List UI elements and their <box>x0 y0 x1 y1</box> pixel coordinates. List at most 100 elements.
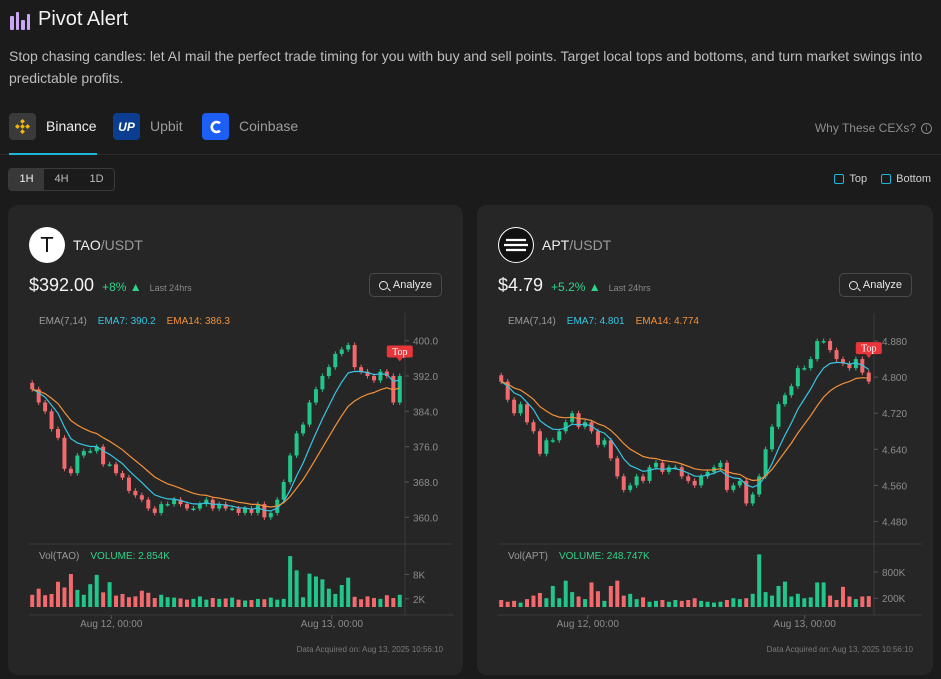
coin-card-tao: T TAO/USDT $392.00 +8% ▲ Last 24hrs Anal… <box>8 205 463 675</box>
volume-bar <box>653 600 658 607</box>
volume-bar <box>178 598 183 607</box>
volume-bar <box>378 598 383 607</box>
candle-body <box>294 433 299 456</box>
volume-bar <box>853 599 858 607</box>
ema7-value: EMA7: 4.801 <box>566 316 625 327</box>
top-checkbox[interactable] <box>834 174 845 184</box>
filter-top[interactable]: Top <box>834 173 867 185</box>
volume-bar <box>223 598 228 607</box>
candle-body <box>384 371 389 376</box>
volume-legend: Vol(APT) VOLUME: 248.747K <box>508 551 650 562</box>
volume-tick-label: 2K <box>413 595 426 606</box>
candle-body <box>544 440 549 454</box>
candle-body <box>692 480 697 486</box>
top-marker[interactable] <box>855 342 882 355</box>
apt-logo-icon <box>498 227 534 263</box>
volume-bar <box>860 596 865 607</box>
candle-body <box>699 476 704 486</box>
candle-body <box>94 446 99 452</box>
time-tick-label: Aug 13, 00:00 <box>301 619 364 630</box>
volume-bar <box>815 582 820 607</box>
volume-bar <box>359 599 364 607</box>
volume-bar <box>828 595 833 607</box>
data-acquired-label: Data Acquired on: Aug 13, 2025 10:56:10 <box>766 645 913 654</box>
candle-body <box>628 485 633 490</box>
candle-body <box>30 382 35 390</box>
candle-body <box>152 508 157 513</box>
volume-bar <box>281 598 286 607</box>
bottom-checkbox[interactable] <box>881 174 892 184</box>
timeframe-1d[interactable]: 1D <box>89 173 104 185</box>
top-marker[interactable] <box>386 345 413 358</box>
candle-body <box>165 504 170 506</box>
volume-bar <box>133 596 138 607</box>
timeframe-4h[interactable]: 4H <box>54 173 69 185</box>
candle-body <box>236 508 241 513</box>
volume-bar <box>705 601 710 607</box>
candle-body <box>821 341 826 343</box>
tab-binance[interactable]: Binance <box>9 113 97 155</box>
why-these-cexs-link[interactable]: Why These CEXs? i <box>815 121 932 135</box>
candle-body <box>339 349 344 354</box>
volume-bar <box>518 602 523 607</box>
candle-body <box>737 480 742 486</box>
volume-bar <box>313 576 318 607</box>
volume-bar <box>589 582 594 607</box>
candle-body <box>815 341 820 360</box>
candle-body <box>589 422 594 432</box>
volume-bar <box>339 585 344 607</box>
filter-top-label: Top <box>849 173 868 185</box>
coin-price: $392.00 <box>29 275 95 295</box>
volume-bar <box>391 598 396 607</box>
timeframe-selector: 1H 4H 1D <box>8 168 115 191</box>
top-marker-label: Top <box>392 347 407 358</box>
analyze-button[interactable]: Analyze <box>838 273 912 297</box>
candle-body <box>313 389 318 403</box>
price-tick-label: 4.640 <box>882 445 907 456</box>
price-change: +5.2% ▲ <box>551 280 601 294</box>
volume-bar <box>512 600 517 607</box>
volume-bar <box>236 599 241 607</box>
candle-body <box>365 371 370 376</box>
candle-body <box>378 371 383 381</box>
candle-body <box>537 431 542 454</box>
tab-upbit[interactable]: UP Upbit <box>113 113 183 155</box>
search-icon <box>848 280 858 290</box>
candle-body <box>178 499 183 505</box>
candle-body <box>120 473 125 478</box>
timeframe-1h[interactable]: 1H <box>9 169 44 190</box>
candle-body <box>602 440 607 445</box>
candle-body <box>840 359 845 364</box>
volume-bar <box>821 582 826 607</box>
tab-coinbase[interactable]: Coinbase <box>202 113 298 155</box>
volume-bar <box>371 598 376 607</box>
volume-bar <box>666 601 671 607</box>
volume-bar <box>249 600 254 607</box>
volume-bar <box>795 593 800 607</box>
time-tick-label: Aug 13, 00:00 <box>774 619 837 630</box>
candle-body <box>795 368 800 387</box>
volume-bar <box>802 598 807 607</box>
coin-header: T TAO/USDT <box>29 227 143 263</box>
volume-bar <box>782 581 787 607</box>
analyze-button[interactable]: Analyze <box>368 273 442 297</box>
volume-bar <box>770 595 775 607</box>
price-chart[interactable]: 400.0 392.0 384.0 376.0 368.0 360.0 8K 2K Aug 12… <box>8 205 463 675</box>
binance-icon <box>9 113 36 140</box>
pivot-filters: Top Bottom <box>834 173 931 185</box>
volume-bar <box>621 595 626 607</box>
volume-bar <box>763 592 768 607</box>
filter-bottom[interactable]: Bottom <box>881 173 931 185</box>
volume-bar <box>847 596 852 607</box>
volume-bar <box>499 599 504 607</box>
volume-bar <box>789 596 794 607</box>
candle-body <box>763 449 768 477</box>
candle-body <box>88 451 93 453</box>
price-chart[interactable]: 4.880 4.800 4.720 4.640 4.560 4.480 800K 200K Au… <box>477 205 933 675</box>
price-tick-label: 360.0 <box>413 513 438 524</box>
volume-bar <box>36 588 41 607</box>
time-tick-label: Aug 12, 00:00 <box>80 619 143 630</box>
volume-bar <box>204 599 209 607</box>
candle-body <box>686 476 691 481</box>
top-marker-pointer <box>865 354 872 359</box>
